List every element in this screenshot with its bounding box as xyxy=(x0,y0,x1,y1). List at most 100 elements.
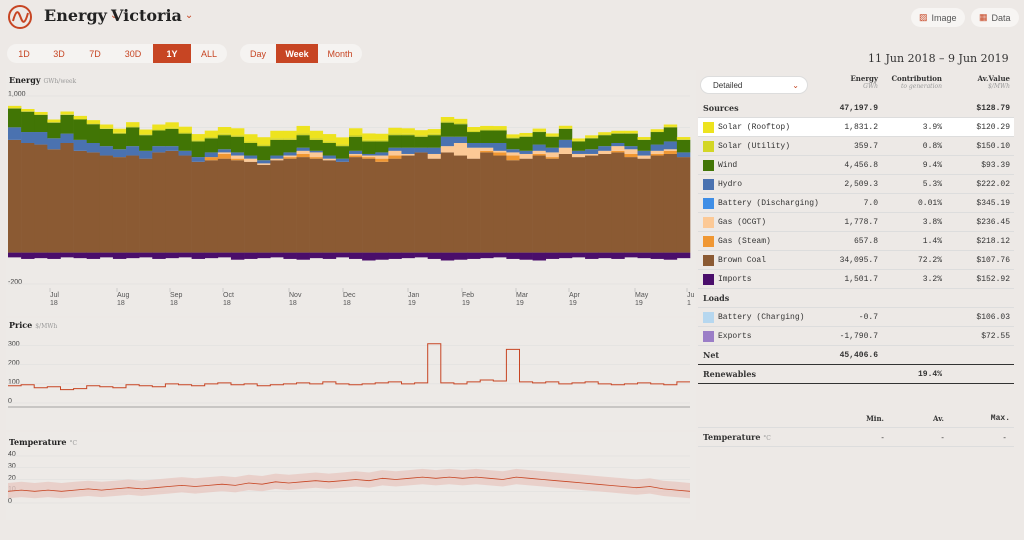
table-row-source[interactable]: Imports 1,501.7 3.2% $152.92 xyxy=(698,270,1014,289)
temperature-line xyxy=(7,476,691,492)
energy-bar-hydro xyxy=(178,150,192,156)
price-chart[interactable] xyxy=(6,318,696,430)
toggle-7d[interactable]: 7D xyxy=(89,48,101,59)
energy-bar-gas-ocgt- xyxy=(650,150,665,154)
x-tick: Jan 19 xyxy=(408,292,420,307)
energy-bar-brown-coal xyxy=(349,157,363,253)
energy-bar-hydro xyxy=(296,147,310,151)
energy-bar-imports xyxy=(663,252,678,260)
swatch xyxy=(703,160,714,171)
energy-bar-brown-coal xyxy=(611,152,625,253)
toggle-30d[interactable]: 30D xyxy=(124,48,142,59)
energy-bar-wind xyxy=(440,122,455,137)
energy-bar-hydro xyxy=(611,143,625,147)
toggle-3d[interactable]: 3D xyxy=(53,48,65,59)
energy-bar-imports xyxy=(86,252,101,259)
stats-header: Max. Av. Min. xyxy=(698,409,1014,428)
temperature-chart[interactable] xyxy=(6,432,696,520)
energy-bar-solar-utility- xyxy=(112,132,127,134)
x-tick: Ju 1 xyxy=(687,292,695,307)
energy-bar-wind xyxy=(112,133,127,150)
toggle-all[interactable]: ALL xyxy=(200,48,217,59)
energy-bar-brown-coal xyxy=(598,153,612,253)
energy-bar-imports xyxy=(637,252,651,259)
price-chart-title: Price $/MWh xyxy=(9,320,58,330)
energy-bar-brown-coal xyxy=(257,164,271,253)
table-row-source[interactable]: Solar (Utility) 359.7 0.8% $150.10 xyxy=(698,137,1014,156)
loads-row: Loads xyxy=(698,289,1014,308)
energy-bar-wind xyxy=(637,139,651,151)
toggle-1d[interactable]: 1D xyxy=(18,48,30,59)
table-row-source[interactable]: Brown Coal 34,095.7 72.2% $107.76 xyxy=(698,251,1014,270)
energy-bar-hydro xyxy=(375,152,389,156)
image-button-label: Image xyxy=(931,12,957,23)
energy-bar-hydro xyxy=(545,147,560,153)
table-row-source[interactable]: Gas (OCGT) 1,778.7 3.8% $236.45 xyxy=(698,213,1014,232)
table-row-source[interactable]: Solar (Rooftop) 1,831.2 3.9% $120.29 xyxy=(698,118,1014,137)
region-type-dropdown[interactable]: Energy ⌄ xyxy=(44,6,118,25)
energy-bar-imports xyxy=(257,252,271,259)
energy-bar-imports xyxy=(21,252,35,259)
region-dropdown[interactable]: Victoria ⌄ xyxy=(111,6,193,25)
x-tick: Aug 18 xyxy=(117,292,130,307)
price-y-tick: 200 xyxy=(8,359,20,367)
energy-bar-solar-utility- xyxy=(244,141,258,143)
energy-bar-gas-ocgt- xyxy=(467,147,481,159)
energy-bar-solar-rooftop- xyxy=(283,130,297,139)
table-row-load[interactable]: Battery (Charging) -0.7 $106.03 xyxy=(698,308,1014,327)
energy-bar-brown-coal xyxy=(650,155,665,253)
energy-bar-solar-rooftop- xyxy=(624,130,638,134)
table-row-source[interactable]: Gas (Steam) 657.8 1.4% $218.12 xyxy=(698,232,1014,251)
table-row-source[interactable]: Wind 4,456.8 9.4% $93.39 xyxy=(698,156,1014,175)
energy-bar-imports xyxy=(8,252,22,258)
energy-bar-gas-ocgt- xyxy=(388,150,402,156)
toggle-month[interactable]: Month xyxy=(327,48,353,59)
energy-bar-wind xyxy=(335,146,350,159)
energy-bar-solar-rooftop- xyxy=(467,127,481,131)
logo[interactable] xyxy=(8,5,32,29)
energy-bar-imports xyxy=(60,252,74,258)
energy-bar-imports xyxy=(230,252,245,260)
energy-bar-gas-steam- xyxy=(230,158,245,161)
energy-bar-wind xyxy=(257,146,271,161)
region-type-label: Energy xyxy=(44,6,107,25)
energy-bar-brown-coal xyxy=(152,152,166,253)
swatch xyxy=(703,236,714,247)
energy-bar-gas-ocgt- xyxy=(545,152,560,158)
image-button[interactable]: ▨ Image xyxy=(911,8,965,27)
energy-bar-imports xyxy=(270,252,284,258)
energy-y-tick: -200 xyxy=(8,279,23,286)
swatch xyxy=(703,255,714,266)
energy-bar-wind xyxy=(453,124,468,137)
toggle-week[interactable]: Week xyxy=(276,44,318,63)
table-row-load[interactable]: Exports -1,790.7 $72.55 xyxy=(698,327,1014,346)
toggle-1y[interactable]: 1Y xyxy=(153,44,191,63)
energy-bar-gas-ocgt- xyxy=(480,147,494,151)
energy-bar-brown-coal xyxy=(126,155,140,253)
swatch xyxy=(703,312,714,323)
temperature-y-tick: 30 xyxy=(8,462,16,470)
price-y-tick: 100 xyxy=(8,378,20,386)
energy-chart[interactable] xyxy=(6,70,696,316)
data-button[interactable]: ▦ Data xyxy=(971,8,1019,27)
energy-bar-brown-coal xyxy=(230,160,245,253)
energy-bar-brown-coal xyxy=(637,158,651,253)
table-row-source[interactable]: Hydro 2,509.3 5.3% $222.02 xyxy=(698,175,1014,194)
table-row-source[interactable]: Battery (Discharging) 7.0 0.01% $345.19 xyxy=(698,194,1014,213)
energy-bar-brown-coal xyxy=(362,158,376,253)
energy-bar-brown-coal xyxy=(178,155,192,253)
energy-bar-brown-coal xyxy=(571,157,586,253)
energy-bar-gas-ocgt- xyxy=(349,153,363,156)
detail-selector[interactable]: Detailed ⌄ xyxy=(700,76,808,94)
price-chart-panel: Price $/MWh 300 200 100 0 xyxy=(6,318,696,430)
energy-bar-gas-ocgt- xyxy=(296,150,310,154)
energy-bar-gas-ocgt- xyxy=(362,155,376,158)
energy-bar-imports xyxy=(165,252,179,259)
energy-bar-imports xyxy=(401,252,415,259)
energy-bar-gas-steam- xyxy=(362,157,376,159)
energy-bar-solar-rooftop- xyxy=(440,116,455,122)
energy-bar-imports xyxy=(178,252,192,258)
toggle-day[interactable]: Day xyxy=(249,48,266,59)
energy-bar-solar-utility- xyxy=(349,135,363,137)
